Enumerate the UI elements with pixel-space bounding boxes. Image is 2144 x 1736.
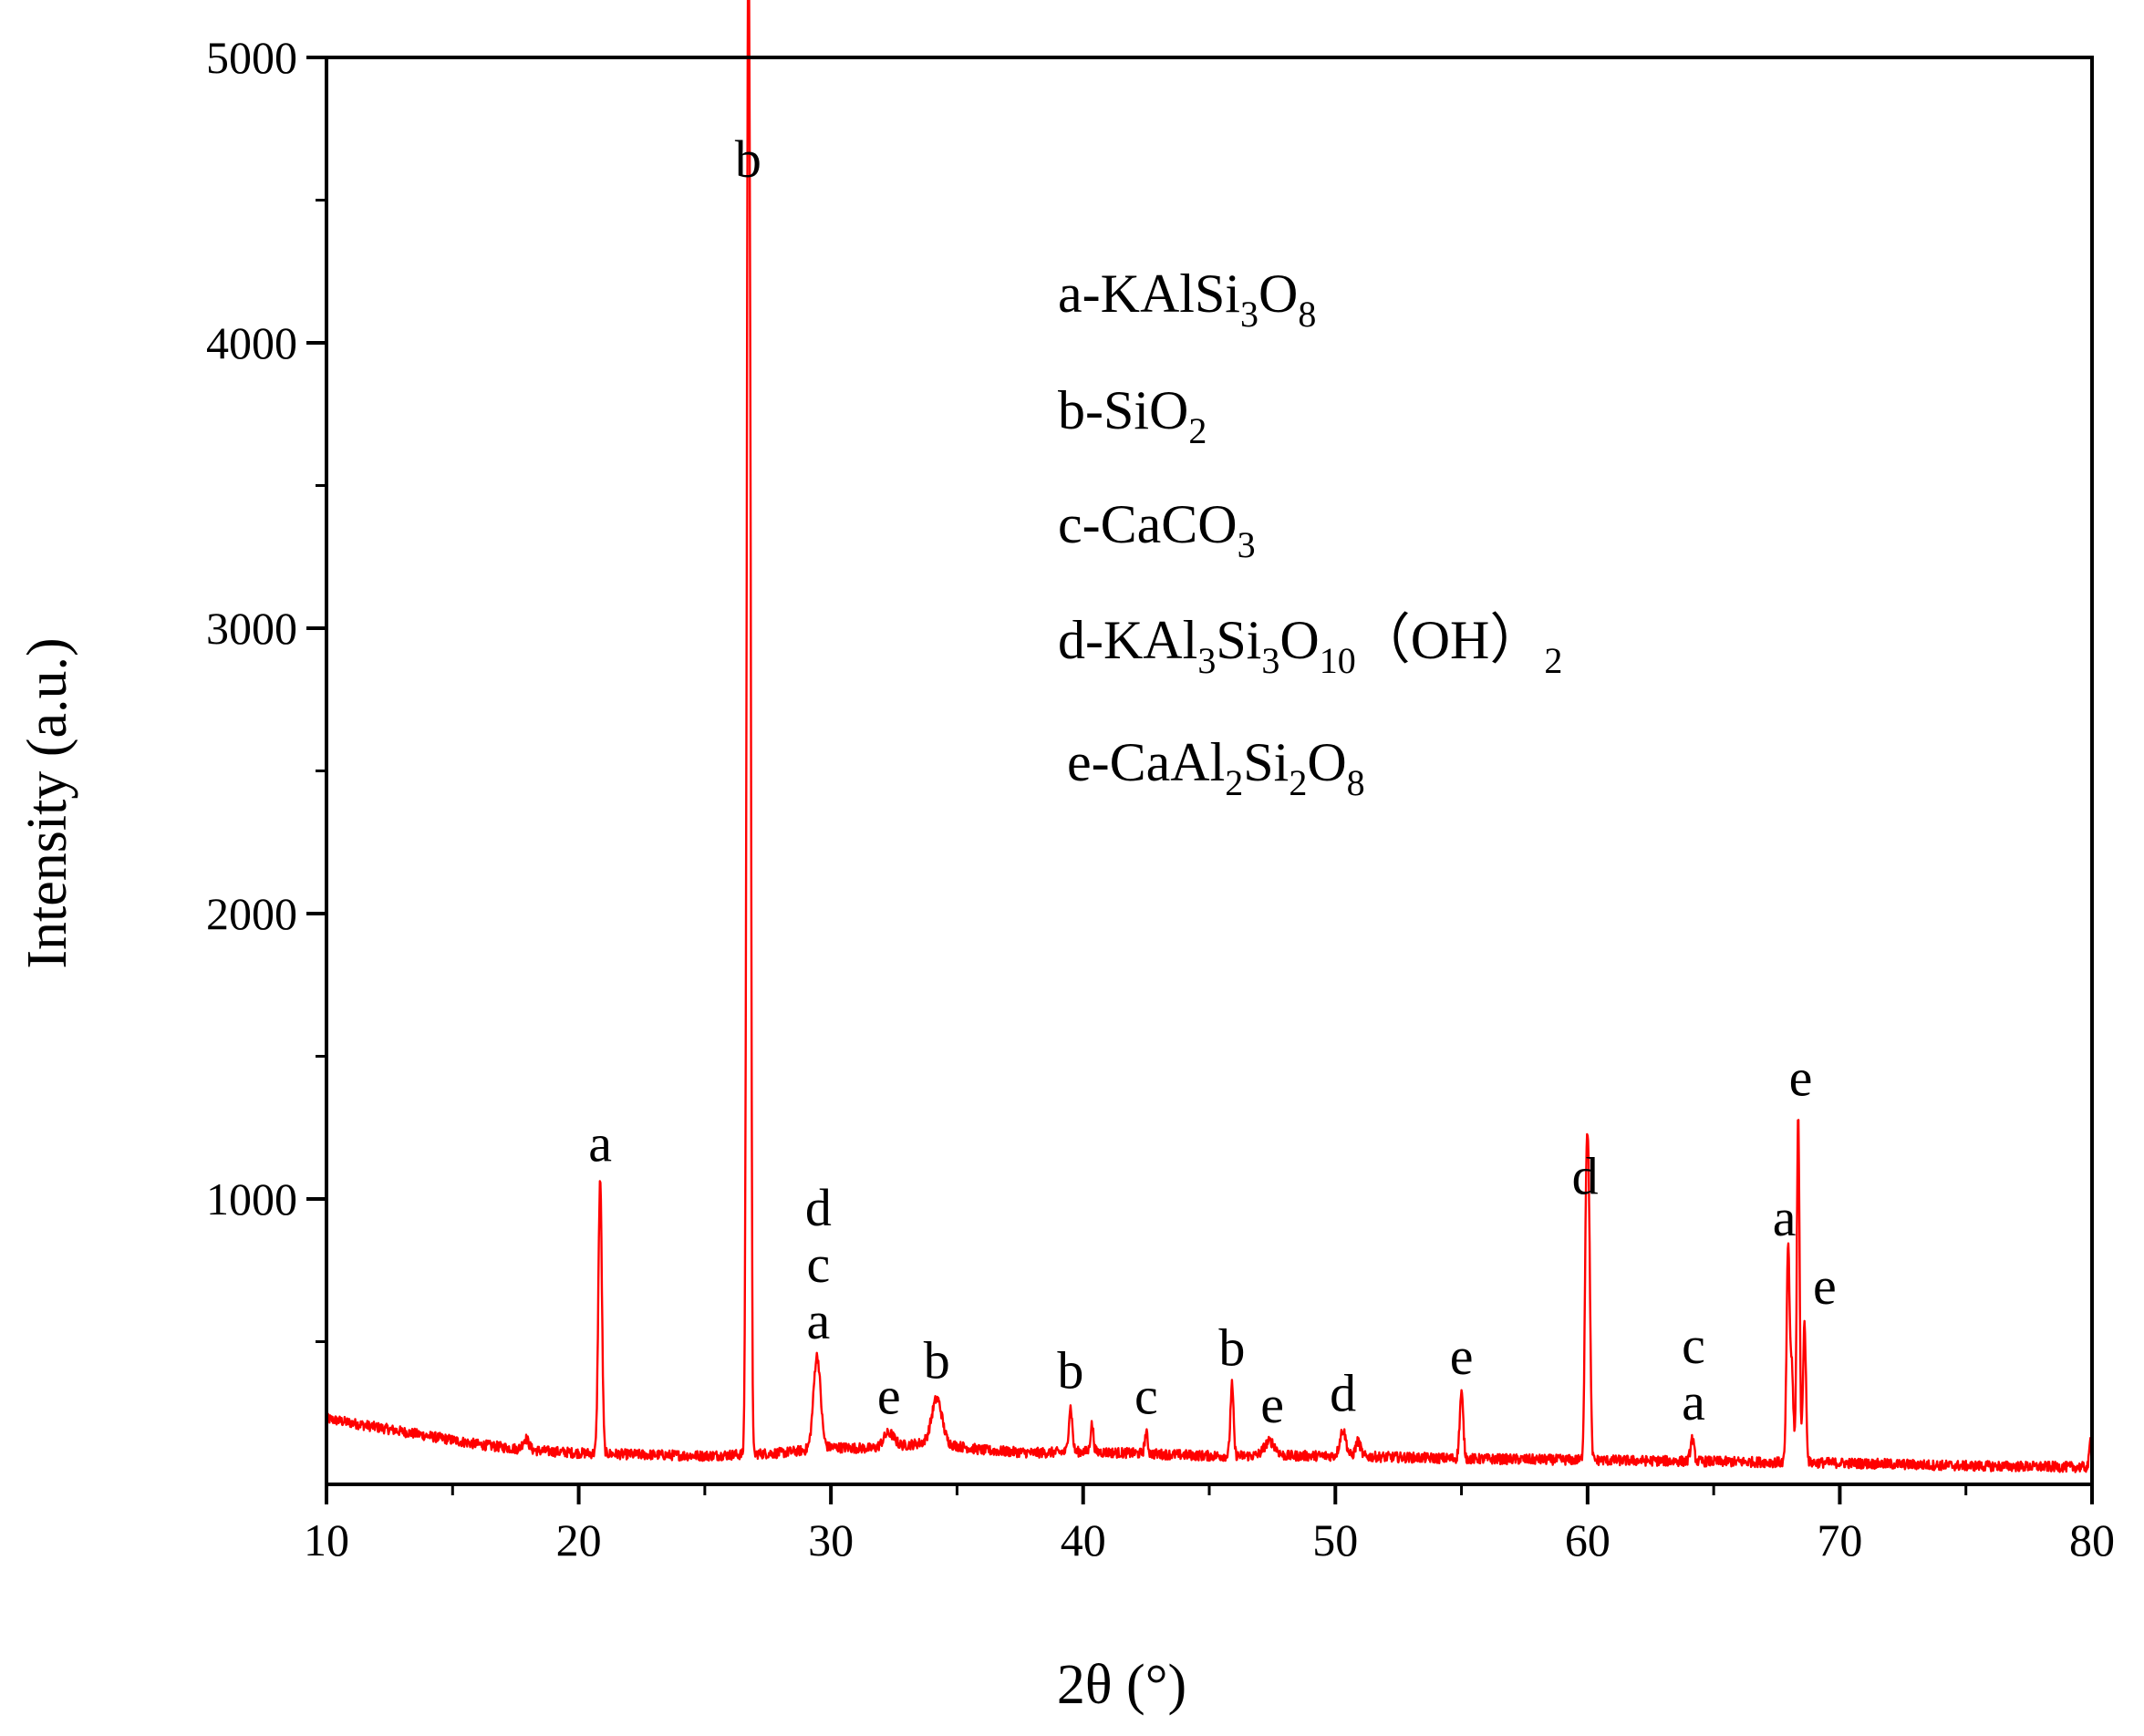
y-tick-label: 2000 [206,888,297,939]
peak-label-d: d [805,1178,832,1237]
legend-text-part: a-KAlSi [1058,264,1240,324]
legend-entry-d: d-KAl3​Si3​O10​（OH）2​ [1058,610,1562,681]
x-tick-label: 20 [556,1514,602,1566]
legend-subscript: 10 [1320,640,1356,681]
x-tick-label: 40 [1061,1514,1106,1566]
x-tick-label: 80 [2069,1514,2115,1566]
legend-subscript: 2 [1188,410,1207,451]
peak-label-b: b [735,129,761,189]
peak-label-a: a [1773,1188,1797,1247]
legend-subscript: 8 [1298,294,1316,335]
peak-label-b: b [1057,1341,1083,1400]
y-tick-label: 5000 [206,32,297,83]
legend-entry-c: c-CaCO3​ [1058,494,1256,565]
xrd-trace [325,0,2094,1473]
y-tick-label: 3000 [206,603,297,654]
legend-subscript: 8 [1347,762,1365,803]
legend-entry-a: a-KAlSi3​O8​ [1058,264,1316,335]
peak-label-e: e [1813,1256,1837,1316]
legend-text-part: c-CaCO [1058,494,1238,554]
legend-text-part: Si [1216,610,1261,670]
y-tick-label: 1000 [206,1173,297,1224]
legend-subscript: 3 [1238,524,1256,565]
peak-label-d: d [1330,1364,1356,1423]
legend-subscript: 3 [1240,294,1258,335]
x-tick-label: 50 [1312,1514,1358,1566]
peak-label-e: e [1450,1327,1474,1386]
x-axis-title: 2θ (°) [1057,1654,1186,1716]
legend-subscript: 3 [1261,640,1279,681]
legend-subscript: 2 [1289,762,1307,803]
legend-text-part: O [1258,264,1298,324]
legend-entry-b: b-SiO2​ [1058,380,1207,451]
legend-text-part: O [1279,610,1319,670]
axes-layer: 10 20 30 40 50 60 70 80 1000 2000 3000 4000 5000 [206,32,2115,1566]
legend-text-part: Si [1243,732,1289,792]
legend-text-part: （OH） [1356,610,1545,670]
peak-label-a: a [588,1114,612,1173]
legend: a-KAlSi3​O8​ b-SiO2​ c-CaCO3​ d-KAl3​Si3​O1… [1058,264,1562,803]
peak-label-b: b [924,1331,950,1390]
legend-text-part: b-SiO [1058,380,1188,440]
trace-layer [325,0,2094,1473]
legend-text-part: O [1307,732,1346,792]
peak-label-e: e [1260,1375,1284,1434]
peak-label-e: e [1789,1049,1813,1108]
peak-label-c: c [806,1235,830,1294]
legend-text-part: d-KAl [1058,610,1197,670]
peak-label-c: c [1682,1316,1705,1375]
x-tick-label: 30 [808,1514,854,1566]
y-tick-label: 4000 [206,317,297,368]
x-tick-label: 70 [1817,1514,1862,1566]
legend-text-part: e-CaAl [1067,732,1225,792]
legend-subscript: 2 [1544,640,1562,681]
peak-label-c: c [1134,1367,1158,1426]
peak-label-a: a [806,1291,830,1350]
legend-subscript: 3 [1197,640,1216,681]
peak-label-e: e [877,1367,901,1426]
x-tick-label: 10 [304,1514,349,1566]
peak-label-b: b [1218,1318,1245,1377]
y-axis-title: Intensity (a.u.) [16,637,78,968]
peak-label-d: d [1572,1147,1599,1206]
legend-subscript: 2 [1225,762,1243,803]
x-tick-label: 60 [1565,1514,1611,1566]
legend-entry-e: e-CaAl2​Si2​O8​ [1067,732,1365,803]
peak-label-a: a [1682,1372,1705,1431]
